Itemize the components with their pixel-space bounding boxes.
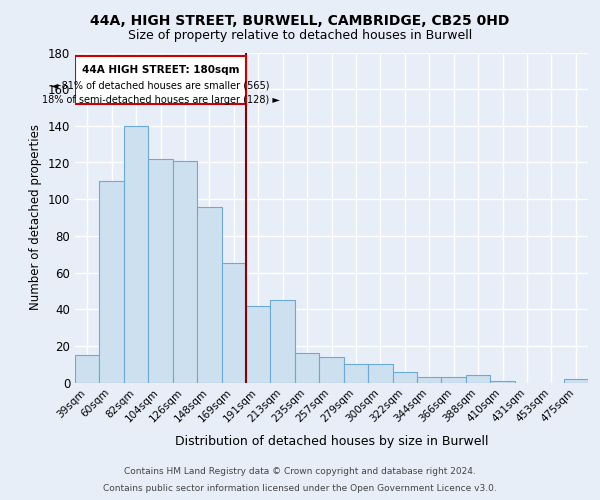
Bar [246, 306, 271, 382]
Text: Contains public sector information licensed under the Open Government Licence v3: Contains public sector information licen… [103, 484, 497, 493]
Bar [563, 379, 588, 382]
Bar [148, 159, 173, 382]
Bar [466, 375, 490, 382]
Bar [442, 377, 466, 382]
Bar [368, 364, 392, 382]
Text: 18% of semi-detached houses are larger (128) ►: 18% of semi-detached houses are larger (… [41, 94, 280, 104]
Text: Contains HM Land Registry data © Crown copyright and database right 2024.: Contains HM Land Registry data © Crown c… [124, 467, 476, 476]
Bar [75, 355, 100, 382]
Bar [344, 364, 368, 382]
Bar [392, 372, 417, 382]
Bar [295, 353, 319, 382]
Bar [319, 357, 344, 382]
Bar [124, 126, 148, 382]
Text: 44A HIGH STREET: 180sqm: 44A HIGH STREET: 180sqm [82, 66, 239, 76]
Bar [271, 300, 295, 382]
Bar [490, 380, 515, 382]
Bar [221, 264, 246, 382]
Bar [197, 206, 221, 382]
Bar [100, 181, 124, 382]
Text: 44A, HIGH STREET, BURWELL, CAMBRIDGE, CB25 0HD: 44A, HIGH STREET, BURWELL, CAMBRIDGE, CB… [91, 14, 509, 28]
Bar [75, 56, 246, 104]
Bar [173, 160, 197, 382]
Text: Size of property relative to detached houses in Burwell: Size of property relative to detached ho… [128, 29, 472, 42]
X-axis label: Distribution of detached houses by size in Burwell: Distribution of detached houses by size … [175, 436, 488, 448]
Text: ◄ 81% of detached houses are smaller (565): ◄ 81% of detached houses are smaller (56… [51, 81, 270, 91]
Bar [417, 377, 442, 382]
Y-axis label: Number of detached properties: Number of detached properties [29, 124, 42, 310]
